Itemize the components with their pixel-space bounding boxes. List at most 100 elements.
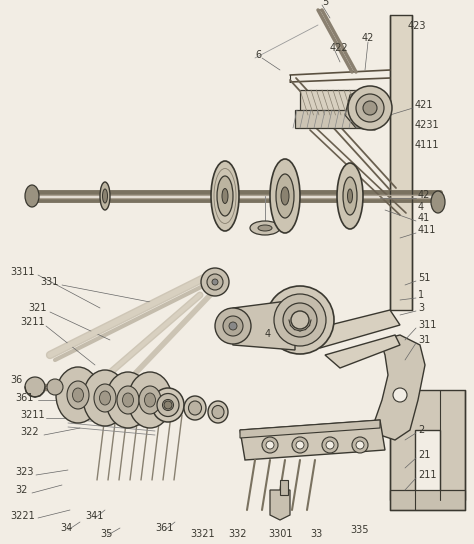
Text: 41: 41 [418,213,430,223]
Ellipse shape [67,381,89,409]
Ellipse shape [106,372,150,428]
Polygon shape [390,490,465,510]
Text: 421: 421 [415,100,434,110]
Polygon shape [375,335,425,440]
Text: 3321: 3321 [190,529,215,539]
Ellipse shape [83,370,127,426]
Bar [300,90,365,115]
Text: 311: 311 [418,320,437,330]
Polygon shape [240,420,380,438]
Ellipse shape [211,161,239,231]
Text: 3301: 3301 [268,529,292,539]
Circle shape [352,437,368,453]
Circle shape [292,437,308,453]
Ellipse shape [100,182,110,210]
Ellipse shape [208,401,228,423]
Text: 4111: 4111 [415,140,439,150]
Text: 361: 361 [15,393,33,403]
Text: 423: 423 [408,21,427,31]
Circle shape [326,441,334,449]
Ellipse shape [117,386,139,414]
Ellipse shape [100,391,110,405]
Ellipse shape [128,372,172,428]
Ellipse shape [122,393,134,407]
Ellipse shape [184,396,206,420]
Circle shape [212,279,218,285]
Text: 211: 211 [418,470,437,480]
Circle shape [223,316,243,336]
Text: 35: 35 [100,529,112,539]
Text: 3: 3 [418,303,424,313]
Text: 3311: 3311 [10,267,35,277]
Text: 335: 335 [350,525,368,535]
Ellipse shape [217,176,233,216]
Ellipse shape [157,393,179,417]
Circle shape [201,268,229,296]
Polygon shape [390,15,412,310]
Text: 2: 2 [418,425,424,435]
Ellipse shape [276,174,294,218]
Ellipse shape [25,185,39,207]
Ellipse shape [189,401,201,415]
Text: 32: 32 [15,485,27,495]
Ellipse shape [283,303,317,337]
Ellipse shape [152,388,184,422]
Circle shape [266,441,274,449]
Ellipse shape [258,225,272,231]
Ellipse shape [102,189,108,203]
Text: 21: 21 [418,450,430,460]
Circle shape [356,441,364,449]
Text: 1: 1 [418,290,424,300]
Text: 411: 411 [418,225,437,235]
Circle shape [348,86,392,130]
Text: 36: 36 [10,375,22,385]
Text: 42: 42 [362,33,374,43]
Ellipse shape [291,311,309,329]
Text: 321: 321 [28,303,46,313]
Ellipse shape [337,163,363,229]
Ellipse shape [274,294,326,346]
Text: 4: 4 [418,202,424,212]
Ellipse shape [139,386,161,414]
Ellipse shape [222,189,228,203]
Text: 361: 361 [155,523,173,533]
Text: 31: 31 [418,335,430,345]
Text: 332: 332 [228,529,246,539]
Ellipse shape [163,399,173,411]
Ellipse shape [145,393,155,407]
Ellipse shape [343,177,357,215]
Ellipse shape [281,187,289,205]
Text: 323: 323 [15,467,34,477]
Text: 34: 34 [60,523,72,533]
Text: 6: 6 [255,50,261,60]
Text: 42: 42 [418,190,430,200]
Bar [280,480,288,495]
Text: 5: 5 [322,0,328,7]
Ellipse shape [270,159,300,233]
Polygon shape [240,420,385,460]
Circle shape [356,94,384,122]
Text: 322: 322 [20,427,38,437]
Polygon shape [325,335,400,368]
Polygon shape [310,310,400,348]
Polygon shape [270,490,290,520]
Text: 341: 341 [85,511,103,521]
Polygon shape [228,300,300,350]
Text: 331: 331 [40,277,58,287]
Circle shape [207,274,223,290]
Text: 33: 33 [310,529,322,539]
Ellipse shape [212,405,224,418]
Ellipse shape [431,191,445,213]
Ellipse shape [347,189,353,203]
Text: 3211: 3211 [20,317,45,327]
Ellipse shape [56,367,100,423]
Circle shape [25,377,45,397]
Circle shape [262,437,278,453]
Circle shape [393,388,407,402]
Ellipse shape [250,221,280,235]
Ellipse shape [73,388,83,402]
Text: 422: 422 [330,43,348,53]
Circle shape [215,308,251,344]
Circle shape [322,437,338,453]
Ellipse shape [94,384,116,412]
